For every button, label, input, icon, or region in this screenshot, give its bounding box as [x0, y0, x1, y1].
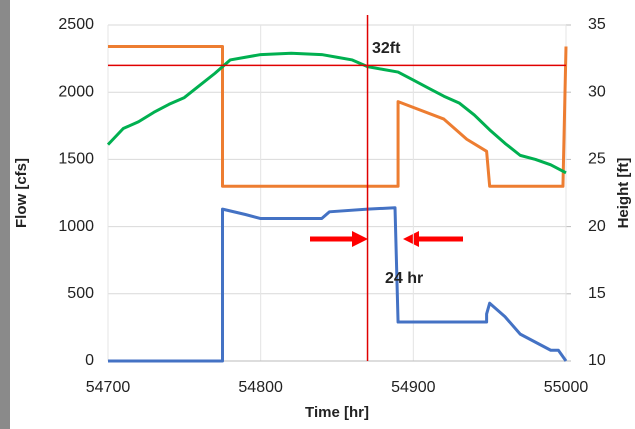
y2-axis-label: Height [ft]	[615, 158, 632, 229]
y-tick-label: 0	[85, 352, 94, 369]
y2-tick-label: 30	[588, 83, 606, 100]
y-tick-label: 1500	[58, 151, 94, 168]
y2-tick-label: 10	[588, 352, 606, 369]
x-tick-label: 54900	[391, 379, 436, 396]
y-tick-label: 2000	[58, 83, 94, 100]
series-line	[108, 45, 568, 188]
x-tick-label: 54700	[86, 379, 131, 396]
y-tick-label: 2500	[58, 16, 94, 33]
y2-tick-label: 20	[588, 218, 606, 235]
annotation: 32ft	[372, 40, 401, 57]
x-tick-label: 54800	[238, 379, 283, 396]
background-strip	[0, 0, 10, 429]
y2-tick-label: 35	[588, 16, 606, 33]
y-tick-label: 500	[67, 285, 94, 302]
y2-tick-label: 15	[588, 285, 606, 302]
arrow-right-head	[403, 231, 419, 247]
arrow-left-head	[352, 231, 368, 247]
y-tick-label: 1000	[58, 218, 94, 235]
x-tick-label: 55000	[544, 379, 589, 396]
series-line	[106, 51, 567, 175]
x-axis-label: Time [hr]	[305, 404, 369, 421]
annotation: 24 hr	[385, 270, 423, 287]
y2-tick-label: 25	[588, 151, 606, 168]
y-axis-label: Flow [cfs]	[13, 158, 30, 228]
arrows	[310, 231, 463, 247]
series-line	[108, 206, 568, 363]
